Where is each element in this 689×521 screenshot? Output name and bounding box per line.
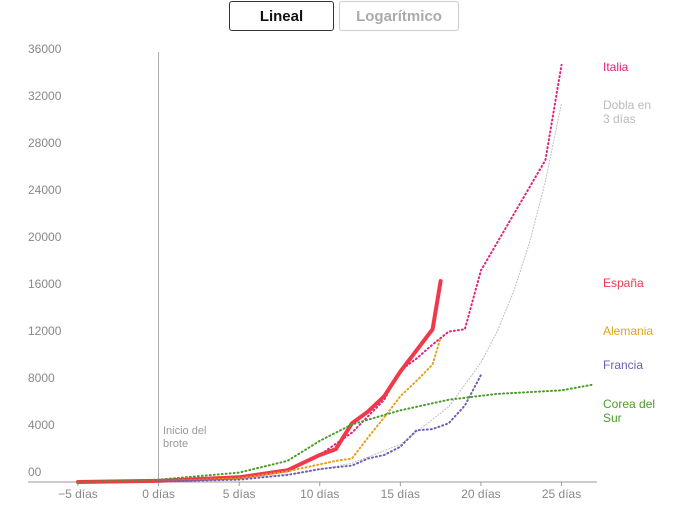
legend-label: Corea del Sur: [603, 397, 656, 425]
legend-label: Francia: [603, 358, 644, 372]
x-tick-label: −5 días: [58, 487, 98, 501]
log-button[interactable]: Logarítmico: [339, 1, 459, 31]
linear-button[interactable]: Lineal: [229, 1, 334, 31]
legend-label: Italia: [603, 60, 629, 74]
y-tick-label: 16000: [28, 277, 62, 291]
series-line: [76, 383, 595, 483]
y-tick-label: 24000: [28, 183, 62, 197]
y-tick-label: 36000: [28, 42, 62, 56]
legend-label: Dobla en 3 días: [603, 98, 652, 126]
y-tick-label: 20000: [28, 230, 62, 244]
y-tick-label: 28000: [28, 136, 62, 150]
y-tick-label: 8000: [28, 371, 55, 385]
series-line: [76, 63, 563, 483]
series-line: [157, 374, 482, 483]
legend-label: Alemania: [603, 324, 654, 338]
x-tick-label: 10 días: [300, 487, 339, 501]
y-tick-label: 4000: [28, 418, 55, 432]
legend-label: España: [603, 276, 644, 290]
y-tick-label: 12000: [28, 324, 62, 338]
series-line: [157, 336, 442, 483]
x-tick-label: 25 días: [542, 487, 581, 501]
y-tick-label: 00: [28, 465, 42, 479]
x-tick-label: 0 días: [142, 487, 175, 501]
x-tick-label: 15 días: [381, 487, 420, 501]
series-line: [75, 279, 443, 484]
x-tick-label: 20 días: [461, 487, 500, 501]
annotation: Inicio del brote: [163, 425, 207, 450]
y-tick-label: 32000: [28, 89, 62, 103]
x-tick-label: 5 días: [223, 487, 256, 501]
